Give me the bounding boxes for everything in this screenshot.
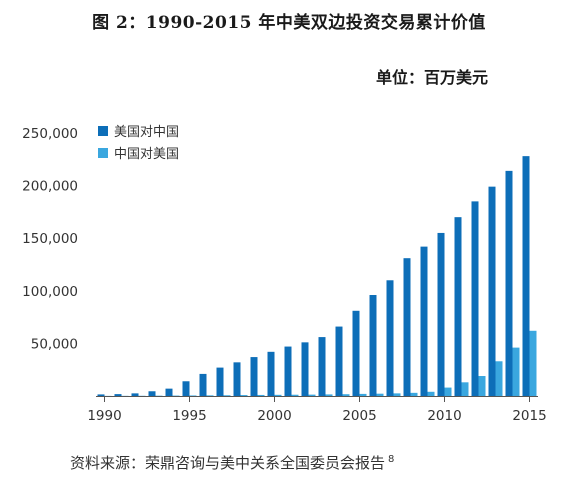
bar-china-to-us <box>189 395 197 397</box>
bar-china-to-us <box>410 392 418 396</box>
bar-china-to-us <box>223 395 231 397</box>
legend-label-us-to-china: 美国对中国 <box>114 125 179 140</box>
bar-china-to-us <box>257 394 265 396</box>
bar-us-to-china <box>318 337 326 396</box>
x-tick-label: 1995 <box>172 408 206 424</box>
chart-title: 图 2：1990-2015 年中美双边投资交易累计价值 <box>92 13 486 33</box>
bar-us-to-china <box>284 346 292 396</box>
y-tick-label: 250,000 <box>22 126 78 142</box>
bar-us-to-china <box>420 246 428 396</box>
legend-label-china-to-us: 中国对美国 <box>114 147 179 162</box>
bar-us-to-china <box>335 326 343 396</box>
footnote-marker: 8 <box>388 454 395 465</box>
bar-series-group <box>97 156 537 397</box>
bar-china-to-us <box>359 393 367 396</box>
bar-us-to-china <box>522 156 530 396</box>
x-tick-label: 1990 <box>87 408 121 424</box>
y-tick-label: 50,000 <box>31 336 78 352</box>
bar-china-to-us <box>308 394 316 396</box>
x-tick-label: 2005 <box>342 408 376 424</box>
bar-china-to-us <box>427 391 435 396</box>
bar-us-to-china <box>471 201 479 396</box>
bar-us-to-china <box>505 170 513 396</box>
bar-china-to-us <box>342 394 350 396</box>
bar-us-to-china <box>250 357 258 396</box>
bar-china-to-us <box>529 330 537 396</box>
bar-us-to-china <box>267 351 275 396</box>
bar-china-to-us <box>240 395 248 396</box>
y-tick-label: 200,000 <box>22 179 78 195</box>
x-tick-label: 2015 <box>512 408 546 424</box>
bar-us-to-china <box>437 232 445 396</box>
legend-swatch-china-to-us <box>98 148 108 158</box>
bar-china-to-us <box>495 361 503 396</box>
bar-us-to-china <box>182 381 190 396</box>
bar-china-to-us <box>393 393 401 396</box>
x-axis-ticks: 1990 1995 2000 2005 2010 2015 <box>87 396 547 424</box>
bar-china-to-us <box>274 394 282 396</box>
bar-us-to-china <box>233 362 241 396</box>
bar-us-to-china <box>403 258 411 396</box>
bar-china-to-us <box>206 395 214 397</box>
unit-label: 单位：百万美元 <box>375 68 488 87</box>
y-tick-label: 150,000 <box>22 231 78 247</box>
bar-china-to-us <box>444 387 452 396</box>
bar-china-to-us <box>325 394 333 396</box>
source-note: 资料来源：荣鼎咨询与美中关系全国委员会报告 8 <box>70 452 394 473</box>
bar-china-to-us <box>376 393 384 396</box>
x-tick-label: 2000 <box>257 408 291 424</box>
source-text: 资料来源：荣鼎咨询与美中关系全国委员会报告 <box>70 454 386 472</box>
bar-us-to-china <box>301 342 309 396</box>
bar-china-to-us <box>291 394 299 396</box>
bar-us-to-china <box>216 367 224 396</box>
legend: 美国对中国 中国对美国 <box>98 125 179 162</box>
bar-us-to-china <box>165 388 173 396</box>
bar-china-to-us <box>172 395 180 397</box>
bar-us-to-china <box>114 394 122 396</box>
y-axis-ticks: 50,000 100,000 150,000 200,000 250,000 <box>22 126 78 352</box>
bar-china-to-us <box>512 347 520 396</box>
bar-us-to-china <box>131 393 139 396</box>
bar-us-to-china <box>488 186 496 396</box>
bar-china-to-us <box>461 382 469 396</box>
legend-swatch-us-to-china <box>98 126 108 136</box>
bar-us-to-china <box>97 394 105 396</box>
bar-us-to-china <box>199 373 207 396</box>
bar-us-to-china <box>454 217 462 396</box>
bar-us-to-china <box>386 280 394 396</box>
bar-us-to-china <box>369 295 377 396</box>
bar-us-to-china <box>148 391 156 396</box>
bar-us-to-china <box>352 310 360 396</box>
bar-china-to-us <box>478 376 486 396</box>
y-tick-label: 100,000 <box>22 284 78 300</box>
x-tick-label: 2010 <box>427 408 461 424</box>
